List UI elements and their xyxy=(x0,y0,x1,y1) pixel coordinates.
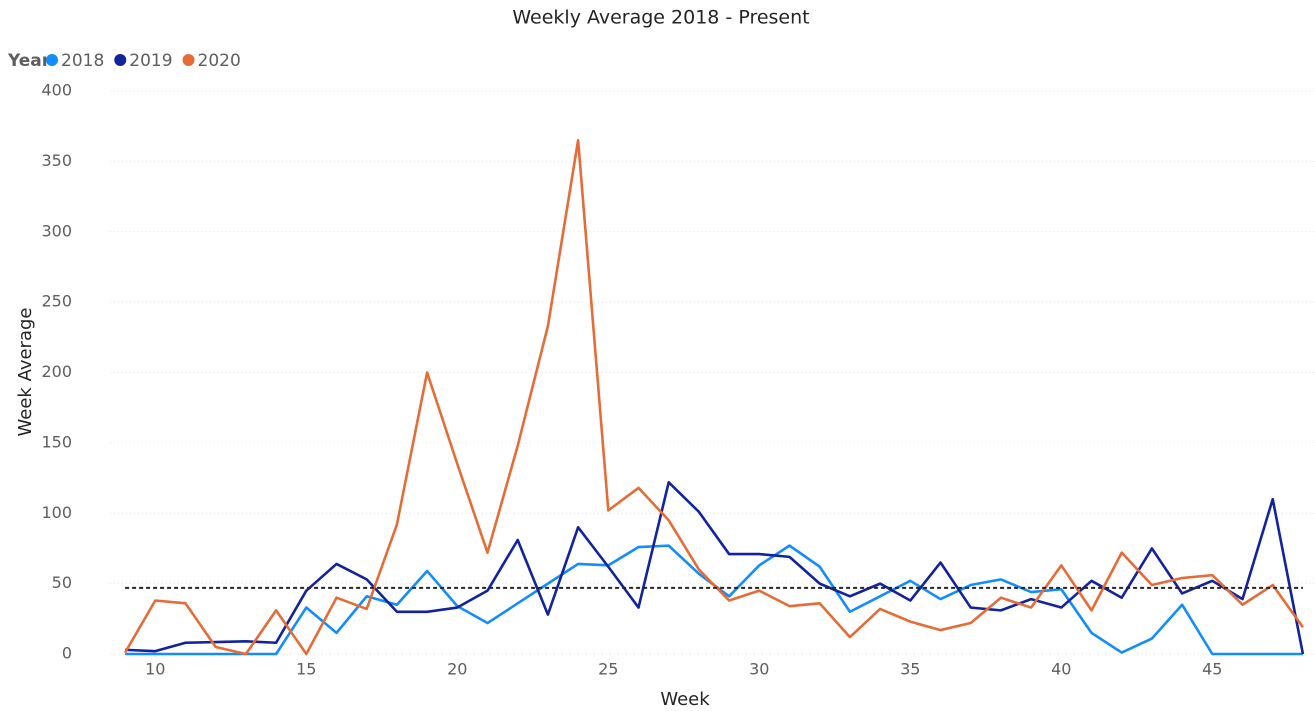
legend-title: Year xyxy=(7,51,51,71)
legend-marker[interactable] xyxy=(114,54,127,66)
x-axis-title: Week xyxy=(660,689,710,710)
legend-label[interactable]: 2018 xyxy=(61,51,104,71)
legend-marker[interactable] xyxy=(182,54,195,66)
y-tick-label: 300 xyxy=(41,221,72,240)
x-tick-label: 15 xyxy=(296,660,316,679)
series-line xyxy=(125,480,1305,655)
y-axis-title: Week Average xyxy=(15,308,36,437)
series-line xyxy=(123,138,1304,656)
x-tick-label: 40 xyxy=(1051,660,1071,679)
x-tick-label: 35 xyxy=(900,660,920,679)
chart-title: Weekly Average 2018 - Present xyxy=(512,7,809,29)
y-tick-label: 200 xyxy=(41,362,72,381)
x-tick-label: 20 xyxy=(447,660,467,679)
y-tick-label: 100 xyxy=(41,503,72,522)
y-tick-label: 150 xyxy=(41,432,72,451)
x-tick-label: 10 xyxy=(145,660,165,679)
legend-label[interactable]: 2019 xyxy=(129,51,172,71)
x-tick-label: 30 xyxy=(749,660,769,679)
y-tick-label: 350 xyxy=(41,151,72,170)
y-tick-label: 400 xyxy=(41,81,72,100)
y-tick-label: 0 xyxy=(62,644,72,663)
legend-label[interactable]: 2020 xyxy=(198,51,241,71)
y-tick-label: 250 xyxy=(41,292,72,311)
y-tick-label: 50 xyxy=(52,573,72,592)
legend-marker[interactable] xyxy=(46,54,58,66)
x-tick-label: 45 xyxy=(1202,660,1222,679)
x-tick-label: 25 xyxy=(598,660,618,679)
